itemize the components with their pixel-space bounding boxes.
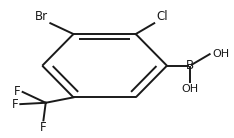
Text: Br: Br: [35, 10, 48, 22]
Text: OH: OH: [212, 49, 229, 59]
Text: F: F: [11, 98, 18, 111]
Text: OH: OH: [182, 84, 199, 94]
Text: F: F: [14, 85, 20, 98]
Text: F: F: [40, 121, 47, 134]
Text: B: B: [186, 59, 194, 72]
Text: Cl: Cl: [157, 10, 168, 22]
